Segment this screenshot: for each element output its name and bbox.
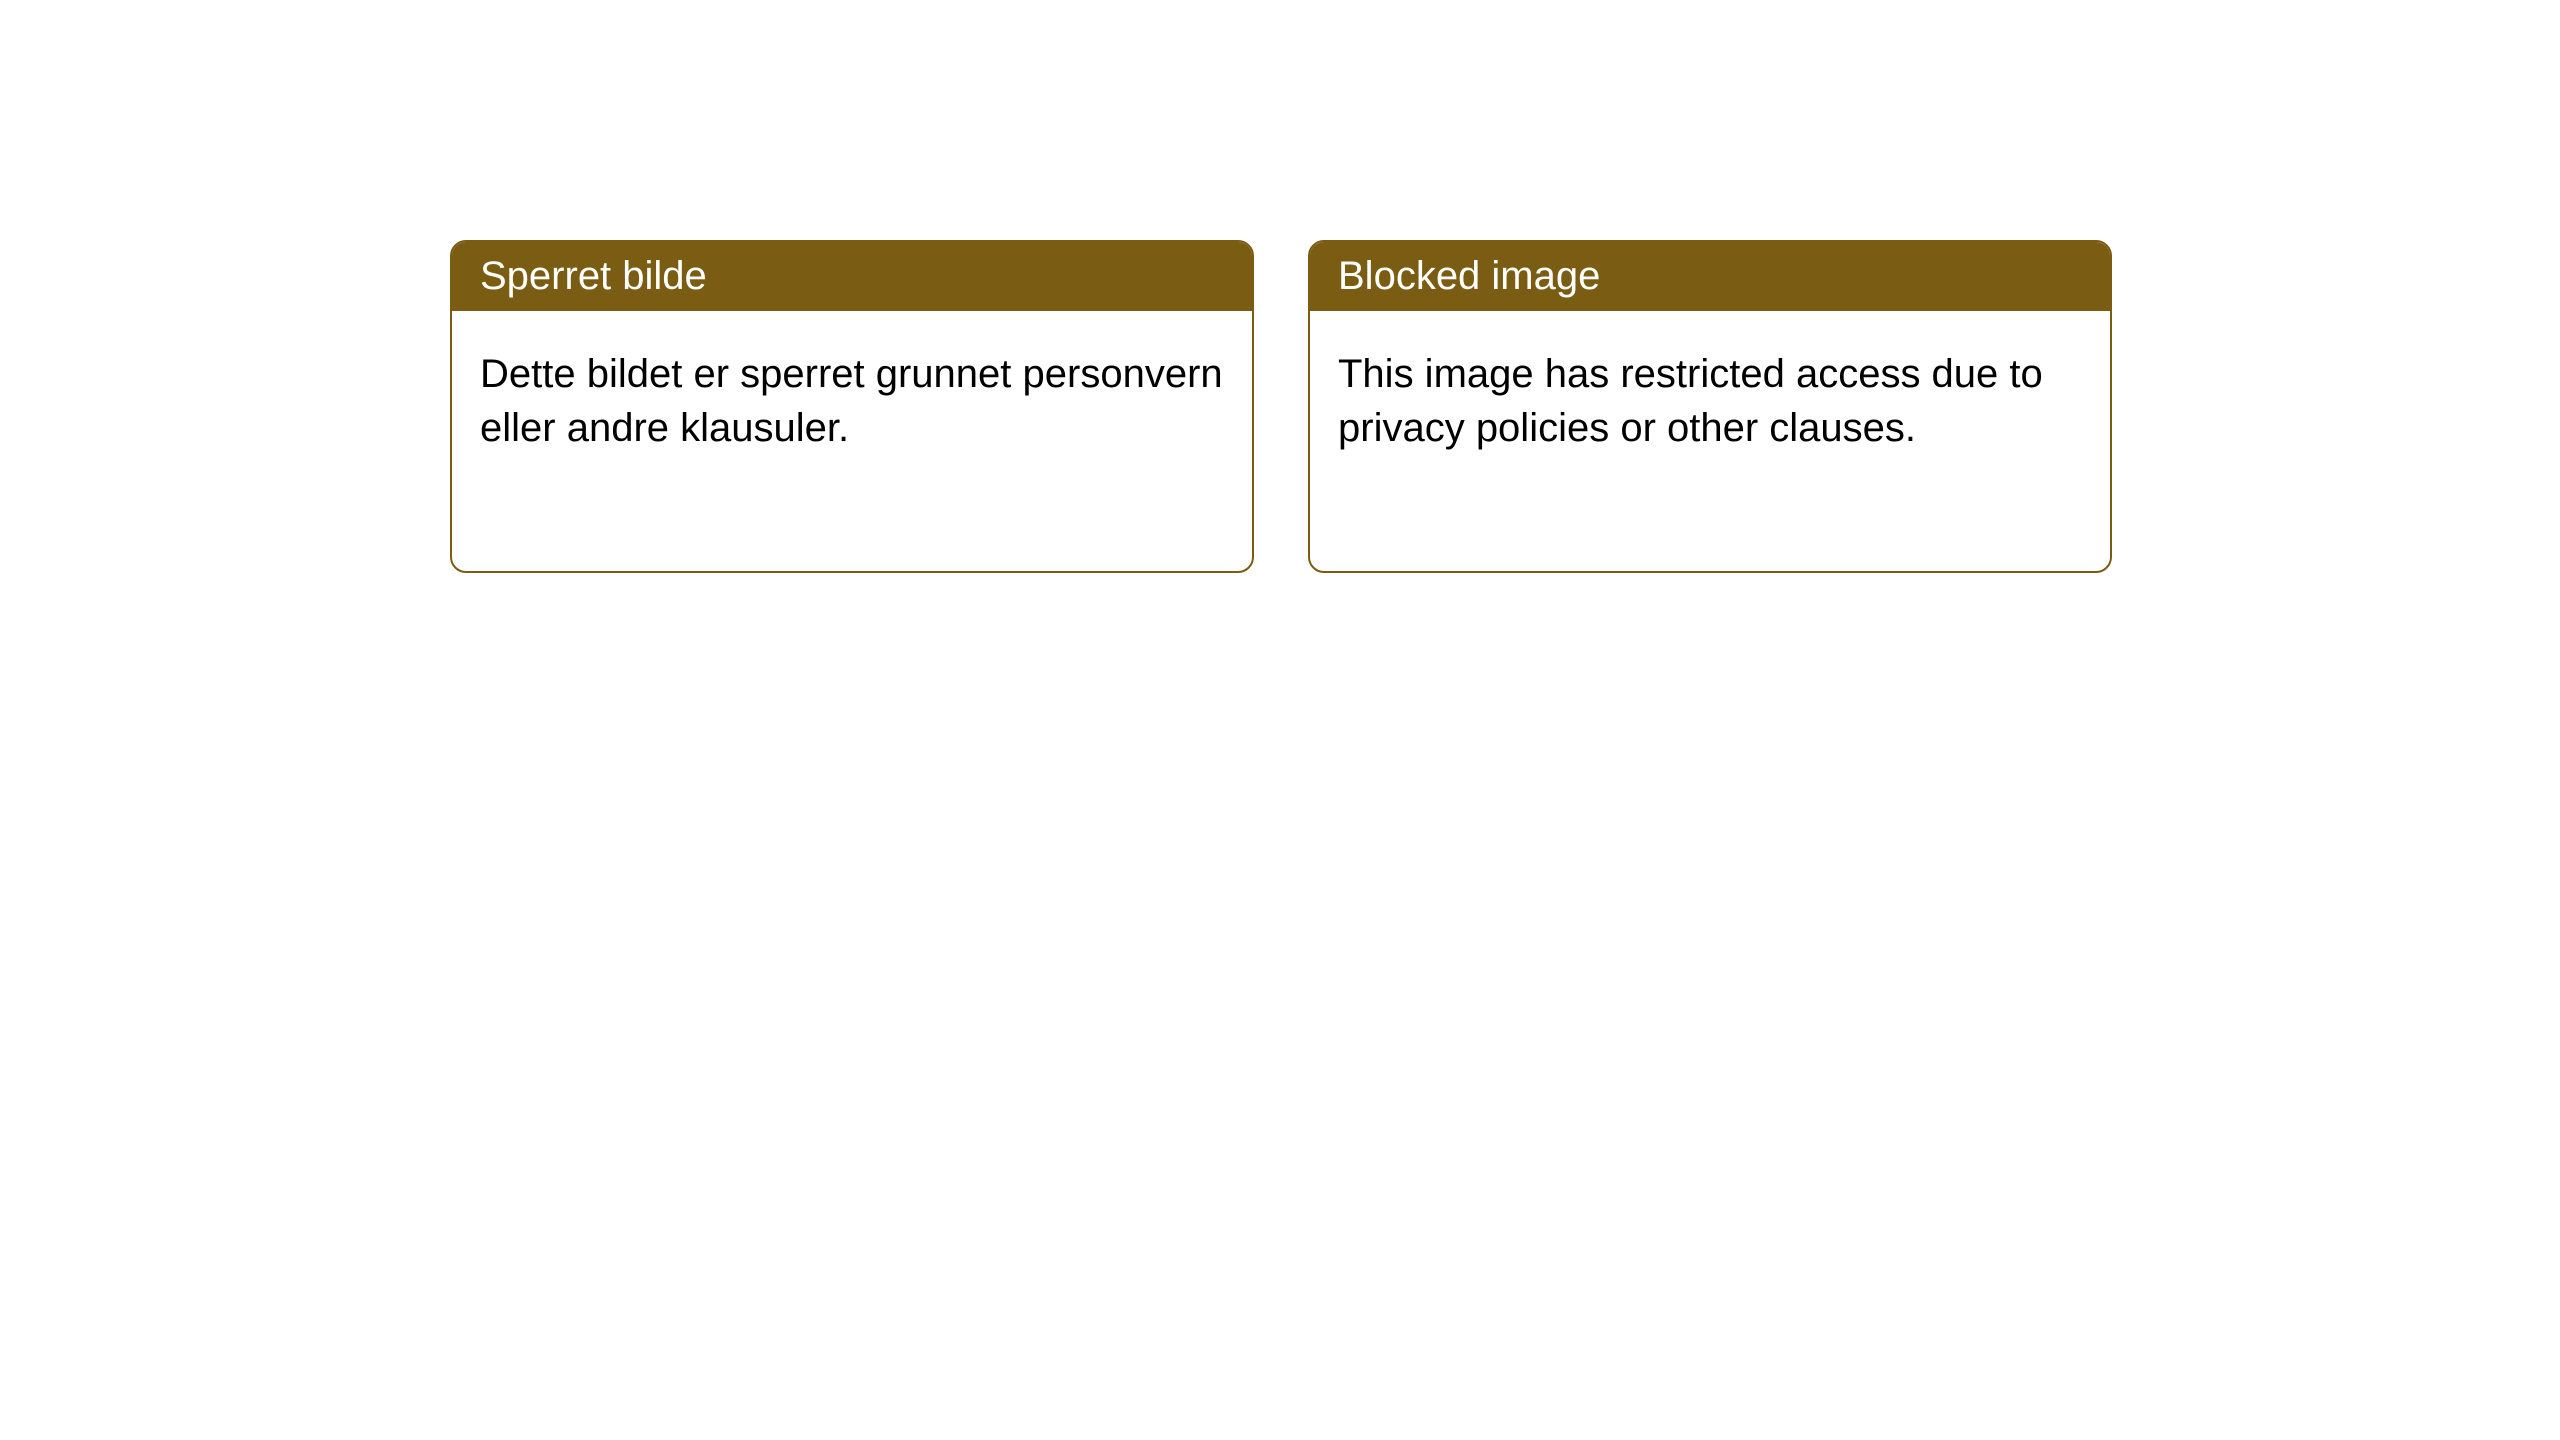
blocked-image-card-norwegian: Sperret bilde Dette bildet er sperret gr… — [450, 240, 1254, 573]
blocked-image-cards-container: Sperret bilde Dette bildet er sperret gr… — [450, 240, 2112, 573]
card-body-english: This image has restricted access due to … — [1310, 311, 2110, 571]
blocked-image-card-english: Blocked image This image has restricted … — [1308, 240, 2112, 573]
card-body-norwegian: Dette bildet er sperret grunnet personve… — [452, 311, 1252, 571]
card-header-norwegian: Sperret bilde — [452, 242, 1252, 311]
card-header-english: Blocked image — [1310, 242, 2110, 311]
